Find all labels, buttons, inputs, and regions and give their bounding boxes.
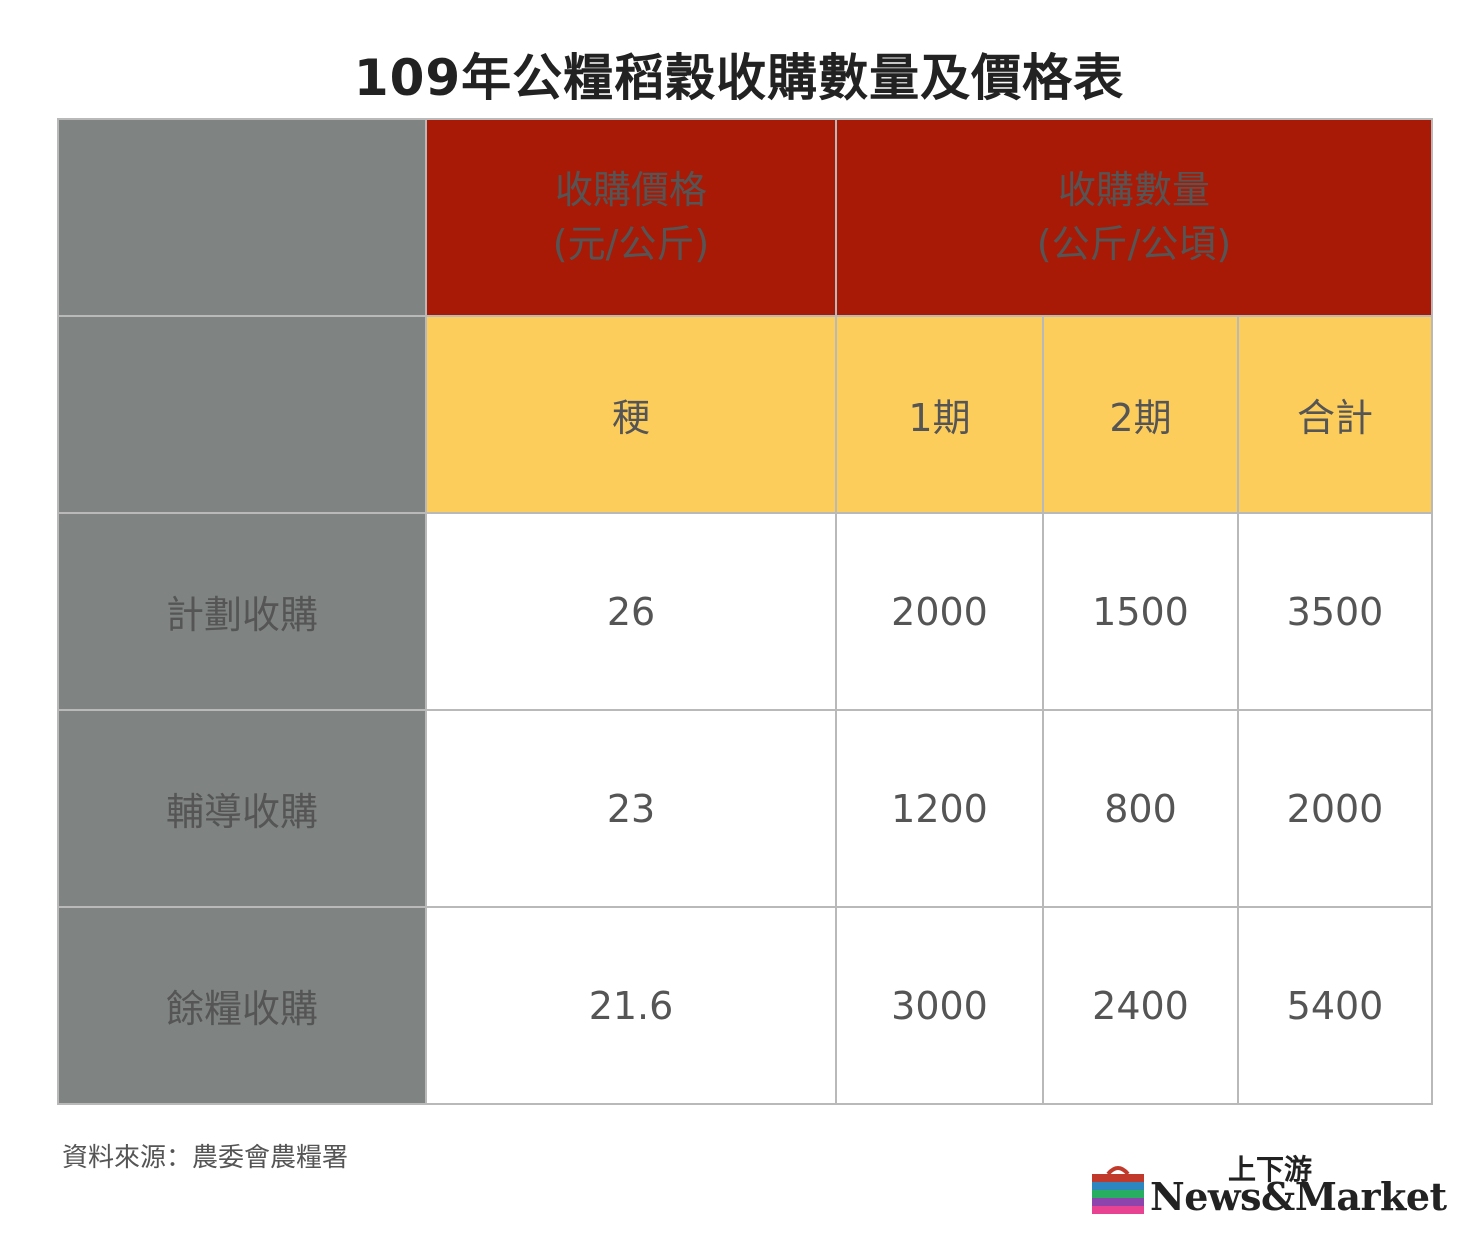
row-label: 輔導收購 bbox=[57, 709, 427, 908]
table-cell: 2000 bbox=[1236, 709, 1434, 908]
col-header-japonica: 稉 bbox=[425, 315, 837, 514]
price-quantity-table: 收購價格 (元/公斤) 收購數量 (公斤/公頃) 稉 1期 2期 合計 計劃收購… bbox=[57, 118, 1434, 1105]
table-cell: 1200 bbox=[835, 709, 1044, 908]
source-note: 資料來源：農委會農糧署 bbox=[62, 1143, 349, 1173]
column-header-row: 稉 1期 2期 合計 bbox=[57, 315, 1434, 514]
header-quantity-line1: 收購數量 bbox=[1058, 168, 1211, 213]
table-cell: 2400 bbox=[1042, 906, 1239, 1105]
table-cell: 23 bbox=[425, 709, 837, 908]
table-cell: 5400 bbox=[1236, 906, 1434, 1105]
table-cell: 1500 bbox=[1042, 512, 1239, 711]
table-row: 餘糧收購 21.6 3000 2400 5400 bbox=[57, 906, 1434, 1105]
col-header-period2: 2期 bbox=[1042, 315, 1239, 514]
logo-english-text: News&Market bbox=[1150, 1174, 1447, 1219]
table-row: 計劃收購 26 2000 1500 3500 bbox=[57, 512, 1434, 711]
table-cell: 3500 bbox=[1236, 512, 1434, 711]
table-cell: 21.6 bbox=[425, 906, 837, 1105]
corner-cell bbox=[57, 118, 427, 317]
header-group-row: 收購價格 (元/公斤) 收購數量 (公斤/公頃) bbox=[57, 118, 1434, 317]
header-price: 收購價格 (元/公斤) bbox=[425, 118, 837, 317]
table-cell: 2000 bbox=[835, 512, 1044, 711]
row-header-blank bbox=[57, 315, 427, 514]
table-row: 輔導收購 23 1200 800 2000 bbox=[57, 709, 1434, 908]
header-price-line2: (元/公斤) bbox=[552, 221, 710, 266]
logo-chinese-text: 上下游 bbox=[1228, 1153, 1313, 1186]
header-quantity-line2: (公斤/公頃) bbox=[1036, 221, 1232, 266]
table-cell: 800 bbox=[1042, 709, 1239, 908]
row-label: 計劃收購 bbox=[57, 512, 427, 711]
brand-logo: 上下游 News&Market bbox=[1088, 1148, 1447, 1220]
header-quantity: 收購數量 (公斤/公頃) bbox=[834, 118, 1434, 317]
table-cell: 26 bbox=[425, 512, 837, 711]
basket-icon bbox=[1092, 1166, 1144, 1214]
col-header-total: 合計 bbox=[1236, 315, 1434, 514]
page-title: 109年公糧稻穀收購數量及價格表 bbox=[353, 49, 1125, 107]
table-cell: 3000 bbox=[835, 906, 1044, 1105]
header-price-line1: 收購價格 bbox=[554, 168, 707, 213]
row-label: 餘糧收購 bbox=[57, 906, 427, 1105]
col-header-period1: 1期 bbox=[835, 315, 1044, 514]
